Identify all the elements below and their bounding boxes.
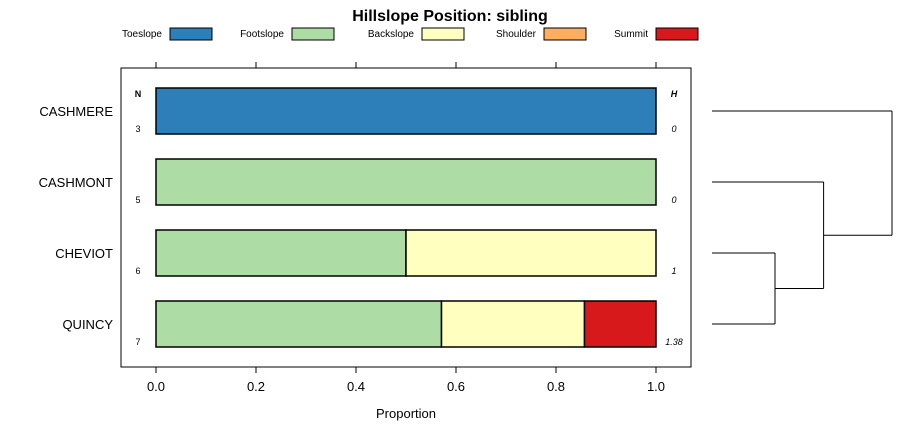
- bar-quincy-summit: [583, 300, 657, 348]
- n-value: 5: [135, 195, 140, 205]
- n-value: 7: [135, 337, 140, 347]
- bar-cheviot-footslope: [155, 229, 407, 277]
- dendrogram: [712, 110, 893, 325]
- bar-cashmont-footslope: [155, 158, 657, 206]
- legend-swatch-shoulder: [543, 27, 587, 41]
- chart-title: Hillslope Position: sibling: [352, 8, 548, 25]
- n-column-header: N: [135, 89, 142, 99]
- legend-label-backslope: Backslope: [368, 29, 415, 40]
- legend-swatch-footslope: [291, 27, 335, 41]
- bars: [155, 87, 657, 348]
- category-label-cheviot: CHEVIOT: [55, 246, 113, 261]
- x-tick-label: 0.6: [447, 379, 465, 394]
- category-labels: CASHMERE CASHMONT CHEVIOT QUINCY: [39, 104, 114, 332]
- legend-label-footslope: Footslope: [240, 29, 284, 40]
- h-value: 0: [671, 124, 676, 134]
- n-values: 3 5 6 7: [135, 124, 140, 347]
- legend-swatch-toeslope: [169, 27, 213, 41]
- x-tick-label: 0.2: [247, 379, 265, 394]
- h-column-header: H: [671, 89, 678, 99]
- legend-label-shoulder: Shoulder: [496, 29, 537, 40]
- bar-quincy-backslope: [440, 300, 586, 348]
- legend-label-summit: Summit: [614, 29, 648, 40]
- x-tick-label: 0.0: [147, 379, 165, 394]
- h-value: 1: [671, 266, 676, 276]
- plot-frame: [120, 67, 692, 368]
- h-value: 1.38: [665, 337, 683, 347]
- x-tick-label: 0.4: [347, 379, 365, 394]
- legend-swatch-summit: [655, 27, 699, 41]
- legend: Toeslope Footslope Backslope Shoulder Summit: [122, 27, 699, 41]
- x-tick-label: 0.8: [547, 379, 565, 394]
- legend-swatch-backslope: [421, 27, 465, 41]
- n-value: 3: [135, 124, 140, 134]
- bar-quincy-footslope: [155, 300, 443, 348]
- n-value: 6: [135, 266, 140, 276]
- x-axis-title: Proportion: [376, 406, 436, 421]
- h-values: 0 0 1 1.38: [665, 124, 683, 347]
- category-label-quincy: QUINCY: [62, 317, 113, 332]
- bar-cheviot-backslope: [405, 229, 657, 277]
- category-label-cashmere: CASHMERE: [39, 104, 113, 119]
- x-axis: 0.0 0.2 0.4 0.6 0.8 1.0: [147, 62, 665, 394]
- h-value: 0: [671, 195, 676, 205]
- category-label-cashmont: CASHMONT: [39, 175, 113, 190]
- x-tick-label: 1.0: [647, 379, 665, 394]
- legend-label-toeslope: Toeslope: [122, 29, 162, 40]
- bar-cashmere-toeslope: [155, 87, 657, 135]
